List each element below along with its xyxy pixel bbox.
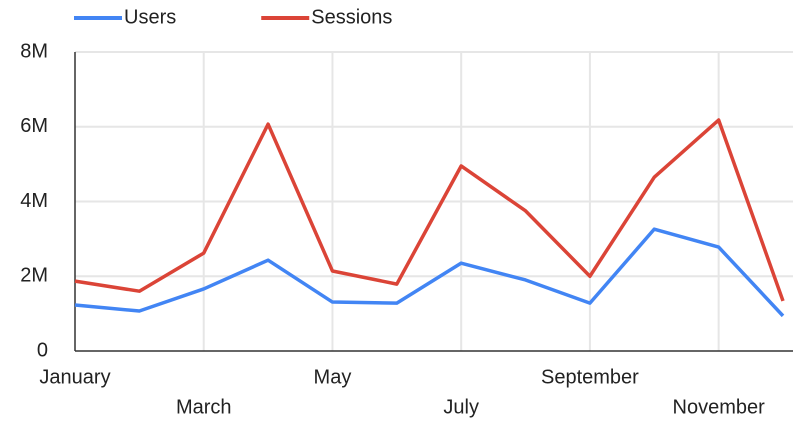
series-line xyxy=(74,118,785,302)
legend-label: Sessions xyxy=(311,6,392,28)
y-tick-label: 2M xyxy=(20,265,48,287)
y-tick-label: 6M xyxy=(20,115,48,137)
y-tick-label: 4M xyxy=(20,190,48,212)
x-tick-label: May xyxy=(314,366,352,388)
series-line xyxy=(74,227,785,318)
x-tick-label: November xyxy=(673,396,766,418)
x-tick-label: January xyxy=(39,366,110,388)
x-tick-label: July xyxy=(443,396,479,418)
y-tick-label: 8M xyxy=(20,40,48,62)
x-tick-label: September xyxy=(541,366,639,388)
legend-label: Users xyxy=(124,6,176,28)
x-tick-label: March xyxy=(176,396,232,418)
y-tick-label: 0 xyxy=(37,339,48,361)
